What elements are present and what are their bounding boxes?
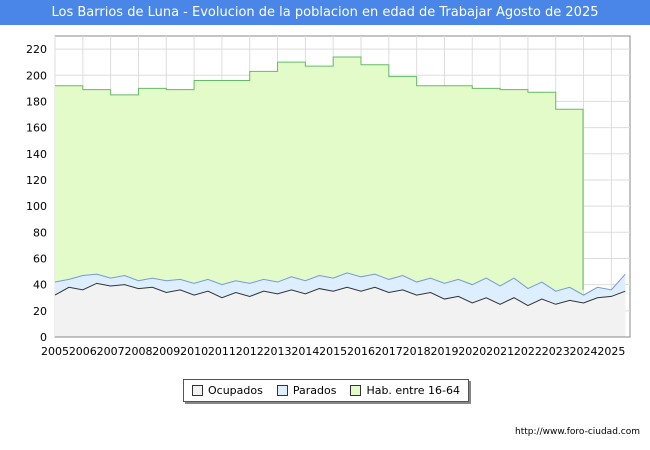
x-tick-label: 2019: [430, 345, 458, 358]
x-tick-label: 2005: [41, 345, 69, 358]
x-tick-label: 2021: [486, 345, 514, 358]
x-tick-label: 2022: [514, 345, 542, 358]
x-tick-label: 2008: [124, 345, 152, 358]
x-tick-label: 2006: [69, 345, 97, 358]
x-tick-label: 2012: [236, 345, 264, 358]
source-url: http://www.foro-ciudad.com: [515, 427, 640, 437]
y-tick-label: 20: [33, 305, 47, 318]
x-tick-label: 2011: [208, 345, 236, 358]
x-tick-label: 2025: [597, 345, 625, 358]
chart-title: Los Barrios de Luna - Evolucion de la po…: [0, 0, 650, 25]
x-tick-label: 2016: [347, 345, 375, 358]
x-tick-label: 2017: [375, 345, 403, 358]
legend-item-ocupados: Ocupados: [191, 384, 263, 397]
x-tick-label: 2018: [403, 345, 431, 358]
x-tick-label: 2020: [458, 345, 486, 358]
legend-item-parados: Parados: [276, 384, 337, 397]
legend-label-ocupados: Ocupados: [207, 384, 263, 397]
chart-legend: Ocupados Parados Hab. entre 16-64: [183, 379, 469, 402]
x-tick-label: 2024: [570, 345, 598, 358]
legend-item-hab: Hab. entre 16-64: [350, 384, 460, 397]
y-tick-label: 200: [26, 69, 47, 82]
y-tick-label: 80: [33, 226, 47, 239]
ocupados-line: [54, 282, 626, 307]
x-tick-label: 2010: [180, 345, 208, 358]
x-tick-label: 2014: [291, 345, 319, 358]
y-tick-label: 120: [26, 174, 47, 187]
hab-line: [55, 56, 584, 290]
parados-line: [54, 272, 626, 296]
hab-area: [55, 56, 583, 337]
legend-label-parados: Parados: [292, 384, 337, 397]
y-tick-label: 140: [26, 148, 47, 161]
y-tick-label: 180: [26, 95, 47, 108]
y-tick-label: 220: [26, 43, 47, 56]
y-tick-label: 160: [26, 122, 47, 135]
legend-swatch-ocupados: [191, 385, 203, 396]
y-tick-label: 40: [33, 279, 47, 292]
legend-swatch-hab: [350, 385, 362, 396]
x-tick-label: 2013: [264, 345, 292, 358]
x-tick-label: 2009: [152, 345, 180, 358]
y-tick-label: 0: [40, 331, 47, 344]
x-tick-label: 2007: [97, 345, 125, 358]
y-tick-label: 60: [33, 252, 47, 265]
y-tick-label: 100: [26, 200, 47, 213]
x-tick-label: 2015: [319, 345, 347, 358]
x-tick-label: 2023: [542, 345, 570, 358]
ocupados-area: [55, 283, 626, 337]
legend-label-hab: Hab. entre 16-64: [366, 384, 460, 397]
legend-swatch-parados: [276, 385, 288, 396]
